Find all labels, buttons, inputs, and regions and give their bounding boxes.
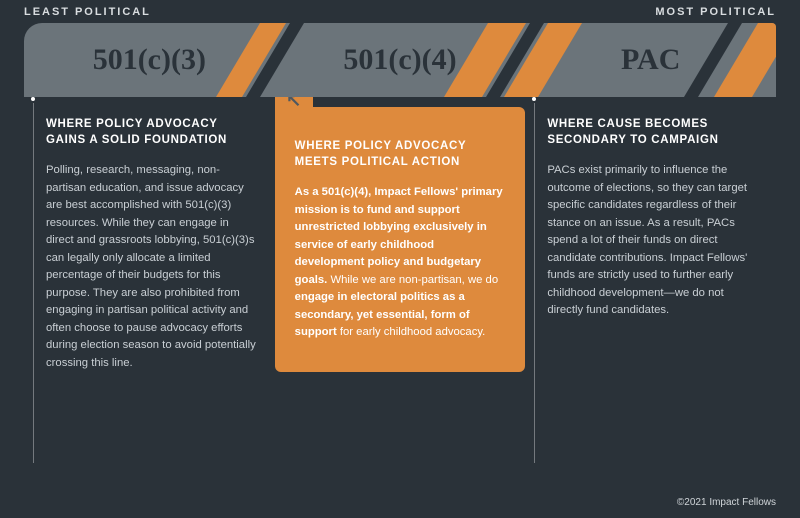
column-body-pac: PACs exist primarily to influence the ou… — [547, 162, 758, 320]
body-columns: WHERE POLICY ADVOCACY GAINS A SOLID FOUN… — [24, 97, 776, 372]
category-501c4: 501(c)(4) — [275, 23, 526, 97]
political-scale-bar: LEAST POLITICAL MOST POLITICAL — [0, 0, 800, 23]
category-pac: PAC — [525, 23, 776, 97]
c4-tail: for early childhood advocacy. — [337, 326, 486, 338]
column-501c3: WHERE POLICY ADVOCACY GAINS A SOLID FOUN… — [24, 117, 275, 372]
scale-label-most: MOST POLITICAL — [655, 6, 776, 18]
copyright-footer: ©2021 Impact Fellows — [677, 497, 776, 508]
column-501c4-highlight: ↖ WHERE POLICY ADVOCACY MEETS POLITICAL … — [275, 107, 526, 372]
column-pac: WHERE CAUSE BECOMES SECONDARY TO CAMPAIG… — [525, 117, 776, 372]
category-header-band: 501(c)(3) 501(c)(4) PAC — [24, 23, 776, 97]
column-body-c3: Polling, research, messaging, non-partis… — [46, 162, 257, 372]
column-body-c4: As a 501(c)(4), Impact Fellows' primary … — [295, 184, 506, 342]
category-501c3: 501(c)(3) — [24, 23, 275, 97]
connector-line-right — [534, 103, 535, 463]
column-heading-c4: WHERE POLICY ADVOCACY MEETS POLITICAL AC… — [295, 139, 506, 170]
connector-line-left — [33, 103, 34, 463]
column-heading-c3: WHERE POLICY ADVOCACY GAINS A SOLID FOUN… — [46, 117, 257, 148]
c4-lead: As a 501(c)(4), Impact Fellows' primary … — [295, 186, 503, 286]
column-heading-pac: WHERE CAUSE BECOMES SECONDARY TO CAMPAIG… — [547, 117, 758, 148]
scale-label-least: LEAST POLITICAL — [24, 6, 151, 18]
c4-mid1: While we are non-partisan, we do — [327, 274, 498, 286]
